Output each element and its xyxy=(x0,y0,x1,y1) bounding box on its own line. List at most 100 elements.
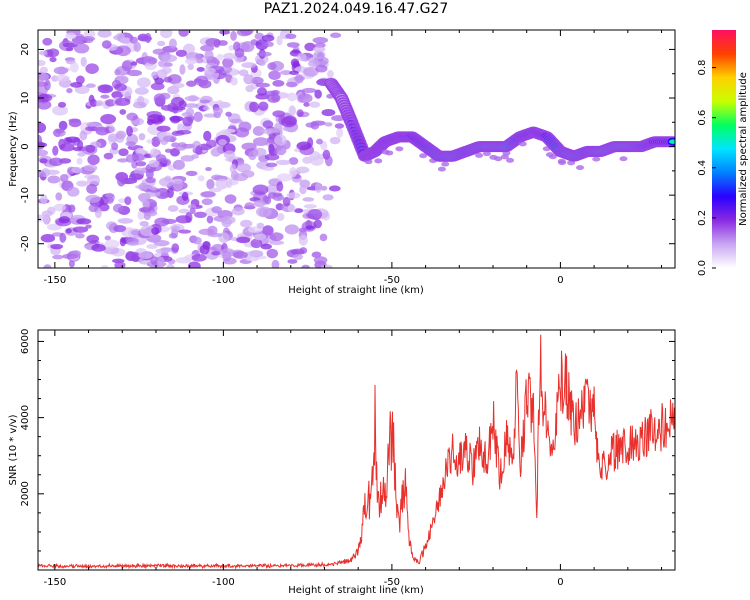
heatmap-cell xyxy=(211,206,222,214)
heatmap-cell xyxy=(250,238,263,249)
heatmap-cell xyxy=(222,57,234,68)
heatmap-cell xyxy=(293,208,304,214)
heatmap-cell xyxy=(118,148,129,157)
heatmap-cell xyxy=(264,41,274,47)
heatmap-cell xyxy=(475,152,484,158)
heatmap-cell xyxy=(156,256,165,267)
heatmap-cell xyxy=(220,248,236,258)
heatmap-cell xyxy=(253,200,266,207)
heatmap-cell xyxy=(168,38,177,49)
heatmap-cell xyxy=(266,248,279,259)
colorbar-label: Normalized spectral amplitude xyxy=(738,72,749,226)
heatmap-cell xyxy=(100,94,110,99)
heatmap-cell xyxy=(437,166,446,172)
heatmap-cell xyxy=(324,122,333,127)
heatmap-cell xyxy=(175,144,187,151)
heatmap-cell xyxy=(315,182,322,193)
heatmap-cell xyxy=(52,254,64,260)
heatmap-cell xyxy=(75,233,85,239)
heatmap-cell xyxy=(548,154,557,160)
heatmap-cell xyxy=(276,181,284,192)
heatmap-cell xyxy=(153,239,170,247)
heatmap-cell xyxy=(184,103,199,108)
heatmap-cell xyxy=(85,63,99,74)
heatmap-cell xyxy=(38,93,53,103)
heatmap-cell xyxy=(163,76,173,83)
heatmap-cell xyxy=(241,62,257,69)
heatmap-cell xyxy=(193,111,203,122)
heatmap-cell xyxy=(286,92,298,102)
heatmap-cell xyxy=(87,154,100,166)
heatmap-cell xyxy=(125,154,135,163)
heatmap-cell xyxy=(117,158,129,163)
heatmap-cell xyxy=(296,141,312,151)
heatmap-cell xyxy=(299,247,308,255)
heatmap-cell xyxy=(303,102,310,107)
heatmap-cell xyxy=(100,113,117,125)
heatmap-cell xyxy=(334,123,345,129)
heatmap-cell xyxy=(138,207,152,213)
heatmap-cell xyxy=(125,251,141,262)
heatmap-cell xyxy=(97,30,112,38)
heatmap-cell xyxy=(276,213,285,221)
heatmap-cell xyxy=(307,60,320,68)
heatmap-cell xyxy=(85,83,96,88)
heatmap-cell xyxy=(58,216,70,224)
heatmap-cell xyxy=(117,175,126,187)
heatmap-cell xyxy=(68,259,75,268)
heatmap-cell xyxy=(55,192,63,201)
heatmap-cell xyxy=(319,233,328,242)
heatmap-cell xyxy=(38,71,46,83)
y-tick-label: 20 xyxy=(20,43,31,56)
heatmap-cell xyxy=(113,225,127,233)
heatmap-cell xyxy=(327,70,334,79)
heatmap-cell xyxy=(265,162,278,168)
heatmap-cell xyxy=(148,159,160,168)
heatmap-cell xyxy=(187,204,197,210)
heatmap-cell xyxy=(93,126,106,131)
heatmap-cell xyxy=(668,139,675,144)
y-tick-label: -20 xyxy=(20,236,31,252)
heatmap-cell xyxy=(191,254,207,262)
heatmap-cell xyxy=(256,87,267,96)
heatmap-cell xyxy=(133,41,142,53)
colorbar-axis: 0.0 0.2 0.4 0.6 0.8 xyxy=(697,60,716,276)
heatmap-cell xyxy=(58,120,68,131)
heatmap-cell xyxy=(309,101,321,108)
heatmap-cell xyxy=(42,37,53,46)
heatmap-cell xyxy=(268,70,281,81)
heatmap-cell xyxy=(121,60,133,72)
heatmap-cell xyxy=(255,206,272,218)
heatmap-cell xyxy=(279,70,293,76)
heatmap-cell xyxy=(199,244,210,255)
snr-x-axis: -150 -100 -50 0 xyxy=(44,330,663,588)
heatmap-cell xyxy=(38,170,46,178)
heatmap-cell xyxy=(70,81,83,88)
heatmap-cell xyxy=(166,263,175,268)
heatmap-cell xyxy=(50,243,64,250)
heatmap-cell xyxy=(169,147,180,157)
heatmap-cell xyxy=(91,244,106,252)
heatmap-cell xyxy=(205,37,221,47)
heatmap-cell xyxy=(189,207,196,215)
heatmap-cell xyxy=(243,74,254,85)
heatmap-cell xyxy=(157,114,166,122)
heatmap-cell xyxy=(181,112,193,117)
heatmap-cell xyxy=(76,180,89,187)
heatmap-cell xyxy=(72,226,89,233)
heatmap-cell xyxy=(38,59,46,67)
heatmap-cell xyxy=(180,155,195,162)
heatmap-cell xyxy=(320,185,328,191)
heatmap-cell xyxy=(85,224,92,229)
heatmap-cell xyxy=(241,142,257,151)
x-tick-label: -50 xyxy=(384,275,400,286)
heatmap-cell xyxy=(246,256,259,262)
heatmap-cell xyxy=(77,151,86,157)
heatmap-cell xyxy=(313,219,322,229)
heatmap-cell xyxy=(374,158,383,164)
heatmap-cell xyxy=(115,32,126,42)
heatmap-cell xyxy=(284,224,300,235)
heatmap-cell xyxy=(76,157,83,165)
heatmap-cell xyxy=(138,182,149,192)
heatmap-cell xyxy=(205,166,212,172)
